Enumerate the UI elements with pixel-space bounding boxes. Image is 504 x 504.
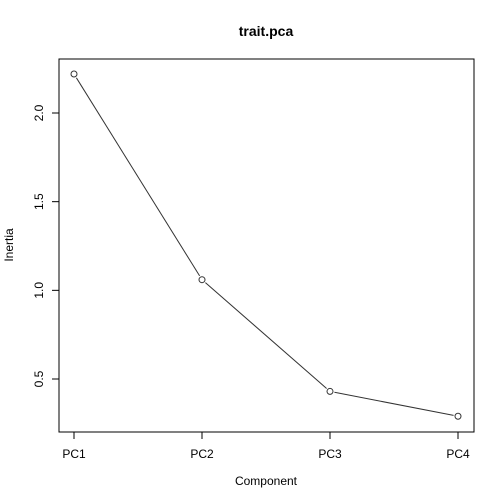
data-point-pc1 (70, 70, 78, 78)
data-point-pc3 (326, 387, 334, 395)
y-tick-label-2.0: 2.0 (32, 104, 46, 121)
x-tick-label-pc2: PC2 (190, 447, 214, 461)
x-tick-label-pc3: PC3 (318, 447, 342, 461)
y-tick-label-1.0: 1.0 (32, 282, 46, 299)
data-point-pc4 (454, 412, 462, 420)
series-segment-1 (75, 77, 201, 277)
y-tick-label-0.5: 0.5 (32, 370, 46, 387)
series-line-group (70, 70, 462, 420)
series-segment-2 (205, 282, 327, 389)
series-segment-3 (334, 391, 454, 416)
plot-frame (58, 58, 475, 433)
x-axis-label: Component (235, 474, 298, 488)
chart-title: trait.pca (239, 23, 294, 39)
y-tick-label-1.5: 1.5 (32, 193, 46, 210)
data-point-pc2 (198, 276, 206, 284)
x-axis: PC1 PC2 PC3 PC4 (62, 432, 470, 461)
x-tick-label-pc1: PC1 (62, 447, 86, 461)
y-axis-label: Inertia (2, 228, 16, 262)
x-tick-label-pc4: PC4 (446, 447, 470, 461)
y-axis: 0.5 1.0 1.5 2.0 (32, 104, 59, 387)
